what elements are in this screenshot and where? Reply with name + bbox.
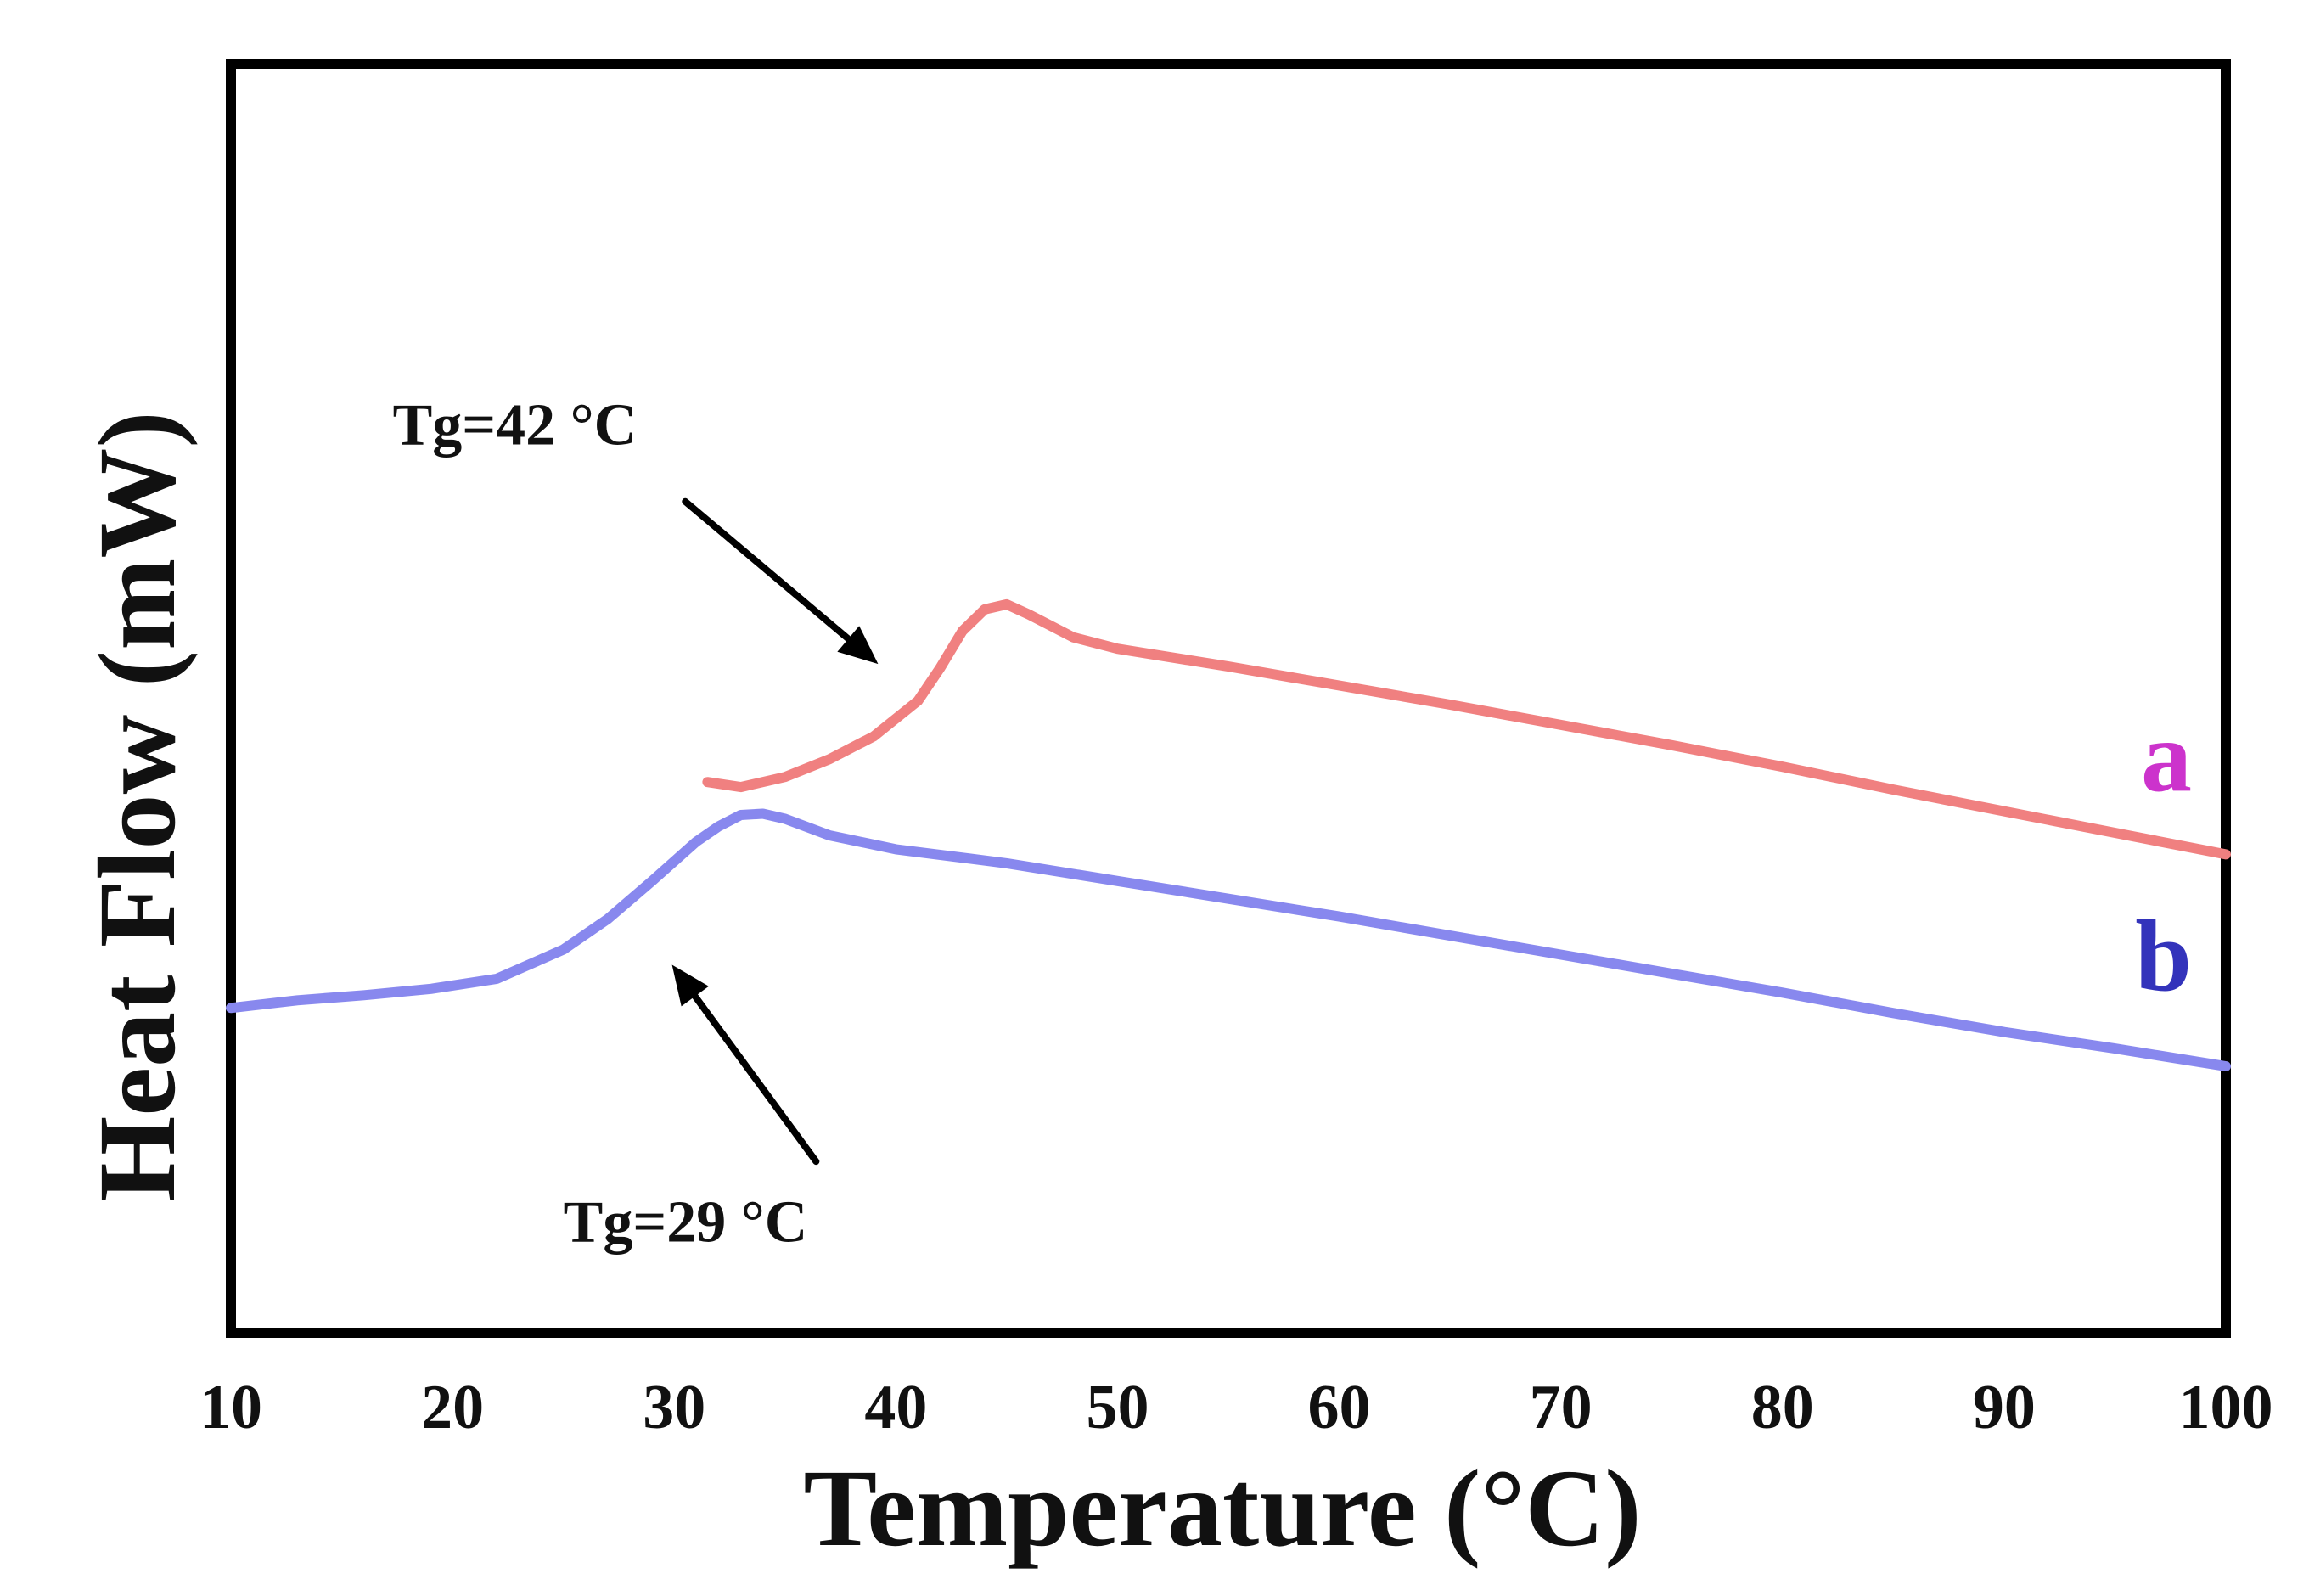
- series-label-a: a: [2141, 700, 2192, 812]
- annotation-layer: Tg=42 °C Tg=29 °C: [393, 393, 879, 1255]
- x-tick-label-10: 10: [199, 1373, 262, 1442]
- x-tick-label-30: 30: [643, 1373, 705, 1442]
- x-tick-label-70: 70: [1530, 1373, 1593, 1442]
- annotation-label-2: Tg=29 °C: [564, 1189, 808, 1255]
- annotation-arrowhead-1: [837, 626, 879, 665]
- plot-frame: [226, 59, 2231, 1338]
- x-tick-label-20: 20: [421, 1373, 484, 1442]
- x-tick-label-40: 40: [864, 1373, 927, 1442]
- y-axis-title: Heat Flow (mW): [76, 411, 199, 1201]
- series-line-b: [226, 808, 2231, 1071]
- annotation-label-1: Tg=42 °C: [393, 393, 638, 458]
- x-tick-label-60: 60: [1308, 1373, 1371, 1442]
- x-tick-label-80: 80: [1751, 1373, 1814, 1442]
- x-tick-label-90: 90: [1973, 1373, 2036, 1442]
- annotation-arrowhead-2: [671, 964, 709, 1007]
- x-tick-labels: 10 20 30 40 50 60 70 80 90 100: [199, 1373, 2273, 1442]
- series-layer: ab: [226, 598, 2231, 1071]
- annotation-arrow-2: [691, 992, 820, 1166]
- series-label-b: b: [2135, 899, 2192, 1012]
- x-axis-title: Temperature (°C): [803, 1447, 1641, 1570]
- x-tick-label-100: 100: [2179, 1373, 2273, 1442]
- annotation-arrow-1: [682, 497, 852, 643]
- x-tick-label-50: 50: [1086, 1373, 1149, 1442]
- series-line-a: [702, 598, 2231, 860]
